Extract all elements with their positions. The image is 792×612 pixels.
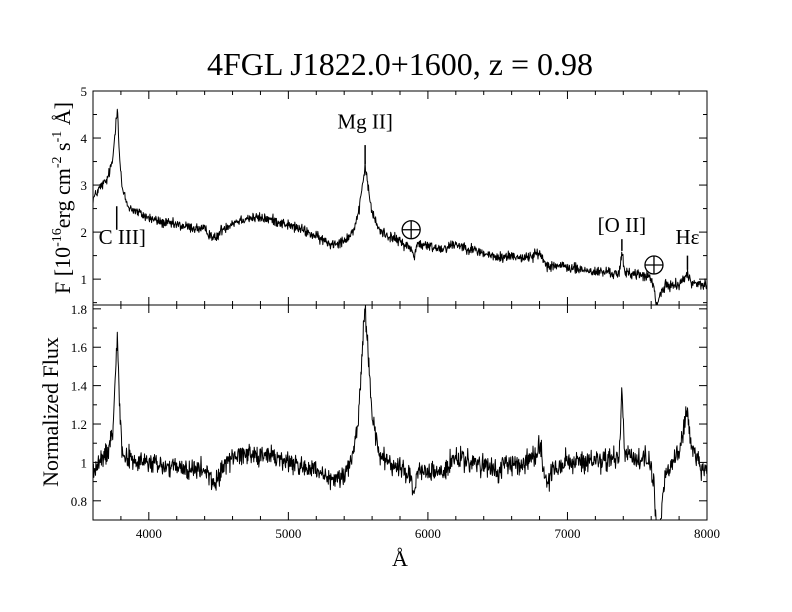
x-axis-label: Å (392, 546, 408, 571)
y-tick-label: 5 (81, 84, 88, 99)
y-tick-label: 1.4 (71, 379, 88, 394)
top-line-annotations: C III] Mg II] [O II] Hε (99, 110, 700, 270)
annotation-label: Mg II] (337, 110, 392, 134)
y-tick-label: 3 (81, 178, 88, 193)
top-panel: 1 2 3 4 5 C III] Mg II] [O II] Hε F [10-16erg c… (50, 84, 708, 306)
annotation-label: [O II] (598, 213, 646, 237)
top-y-axis-ticks: 1 2 3 4 5 (81, 84, 707, 304)
bottom-panel: 0.8 1 1.2 1.4 1.6 1.8 Normalized Flux (38, 302, 708, 521)
y-tick-label: 1.6 (71, 340, 88, 355)
annotation-label: Hε (675, 225, 699, 249)
x-tick-label: 8000 (694, 526, 720, 541)
y-tick-label: 1 (81, 455, 88, 470)
top-panel-frame (92, 90, 708, 306)
x-tick-label: 4000 (136, 526, 162, 541)
telluric-markers (401, 220, 664, 275)
bottom-panel-frame (92, 304, 708, 521)
y-tick-label: 2 (81, 225, 88, 240)
bottom-spectrum-line (92, 304, 708, 521)
x-tick-label: 6000 (415, 526, 441, 541)
x-tick-label: 5000 (275, 526, 301, 541)
y-tick-label: 1.8 (71, 302, 87, 317)
x-tick-label: 7000 (554, 526, 580, 541)
earth-icon (401, 220, 421, 240)
x-axis-ticks: 4000 5000 6000 7000 8000 (92, 91, 720, 541)
bottom-y-axis-ticks: 0.8 1 1.2 1.4 1.6 1.8 (71, 302, 707, 521)
top-spectrum-line (92, 108, 708, 306)
earth-icon (644, 255, 664, 275)
y-tick-label: 1.2 (71, 417, 87, 432)
y-tick-label: 0.8 (71, 494, 87, 509)
bottom-y-axis-label: Normalized Flux (38, 337, 63, 487)
chart-title: 4FGL J1822.0+1600, z = 0.98 (207, 46, 593, 82)
top-y-axis-label: F [10-16erg cm-2 s-1 Å] (50, 102, 75, 294)
annotation-label: C III] (99, 225, 146, 249)
y-tick-label: 1 (81, 272, 88, 287)
y-tick-label: 4 (81, 131, 88, 146)
